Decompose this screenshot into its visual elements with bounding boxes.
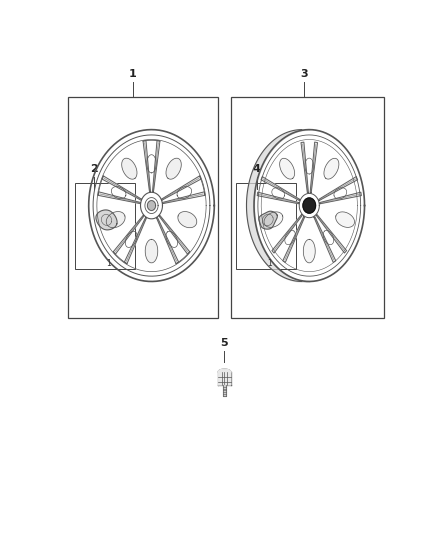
Polygon shape (316, 214, 346, 253)
Bar (237, 183, 296, 269)
Polygon shape (310, 142, 318, 193)
Polygon shape (143, 141, 151, 192)
Polygon shape (102, 176, 141, 200)
Text: 4: 4 (253, 164, 261, 174)
Polygon shape (259, 211, 277, 229)
Polygon shape (113, 215, 144, 254)
Polygon shape (162, 192, 205, 204)
Polygon shape (145, 239, 158, 263)
Polygon shape (96, 210, 117, 230)
Text: 1: 1 (129, 69, 137, 79)
Polygon shape (218, 369, 231, 385)
Polygon shape (336, 212, 354, 228)
Bar (68, 97, 218, 318)
Polygon shape (124, 217, 147, 264)
Polygon shape (320, 192, 361, 204)
Circle shape (303, 198, 315, 213)
Polygon shape (156, 217, 179, 264)
Text: 2: 2 (90, 164, 98, 174)
Polygon shape (264, 212, 283, 228)
Text: 3: 3 (300, 69, 308, 79)
Polygon shape (257, 192, 299, 204)
Bar (231, 97, 384, 318)
Bar (223, 385, 226, 396)
Polygon shape (324, 158, 339, 179)
Polygon shape (122, 158, 137, 179)
Bar (75, 183, 134, 269)
Polygon shape (301, 142, 308, 193)
Text: 1: 1 (106, 259, 110, 268)
Polygon shape (152, 141, 160, 192)
Circle shape (148, 200, 155, 211)
Text: 5: 5 (221, 338, 228, 348)
Text: 1: 1 (267, 259, 272, 268)
Polygon shape (261, 176, 300, 200)
Polygon shape (319, 176, 357, 200)
Polygon shape (314, 216, 336, 262)
Polygon shape (162, 176, 201, 200)
Polygon shape (178, 212, 197, 228)
Polygon shape (166, 158, 181, 179)
Polygon shape (279, 158, 295, 179)
Polygon shape (106, 212, 125, 228)
Polygon shape (98, 192, 141, 204)
Polygon shape (159, 215, 190, 254)
Polygon shape (303, 239, 315, 263)
Polygon shape (283, 216, 305, 262)
Polygon shape (272, 214, 302, 253)
